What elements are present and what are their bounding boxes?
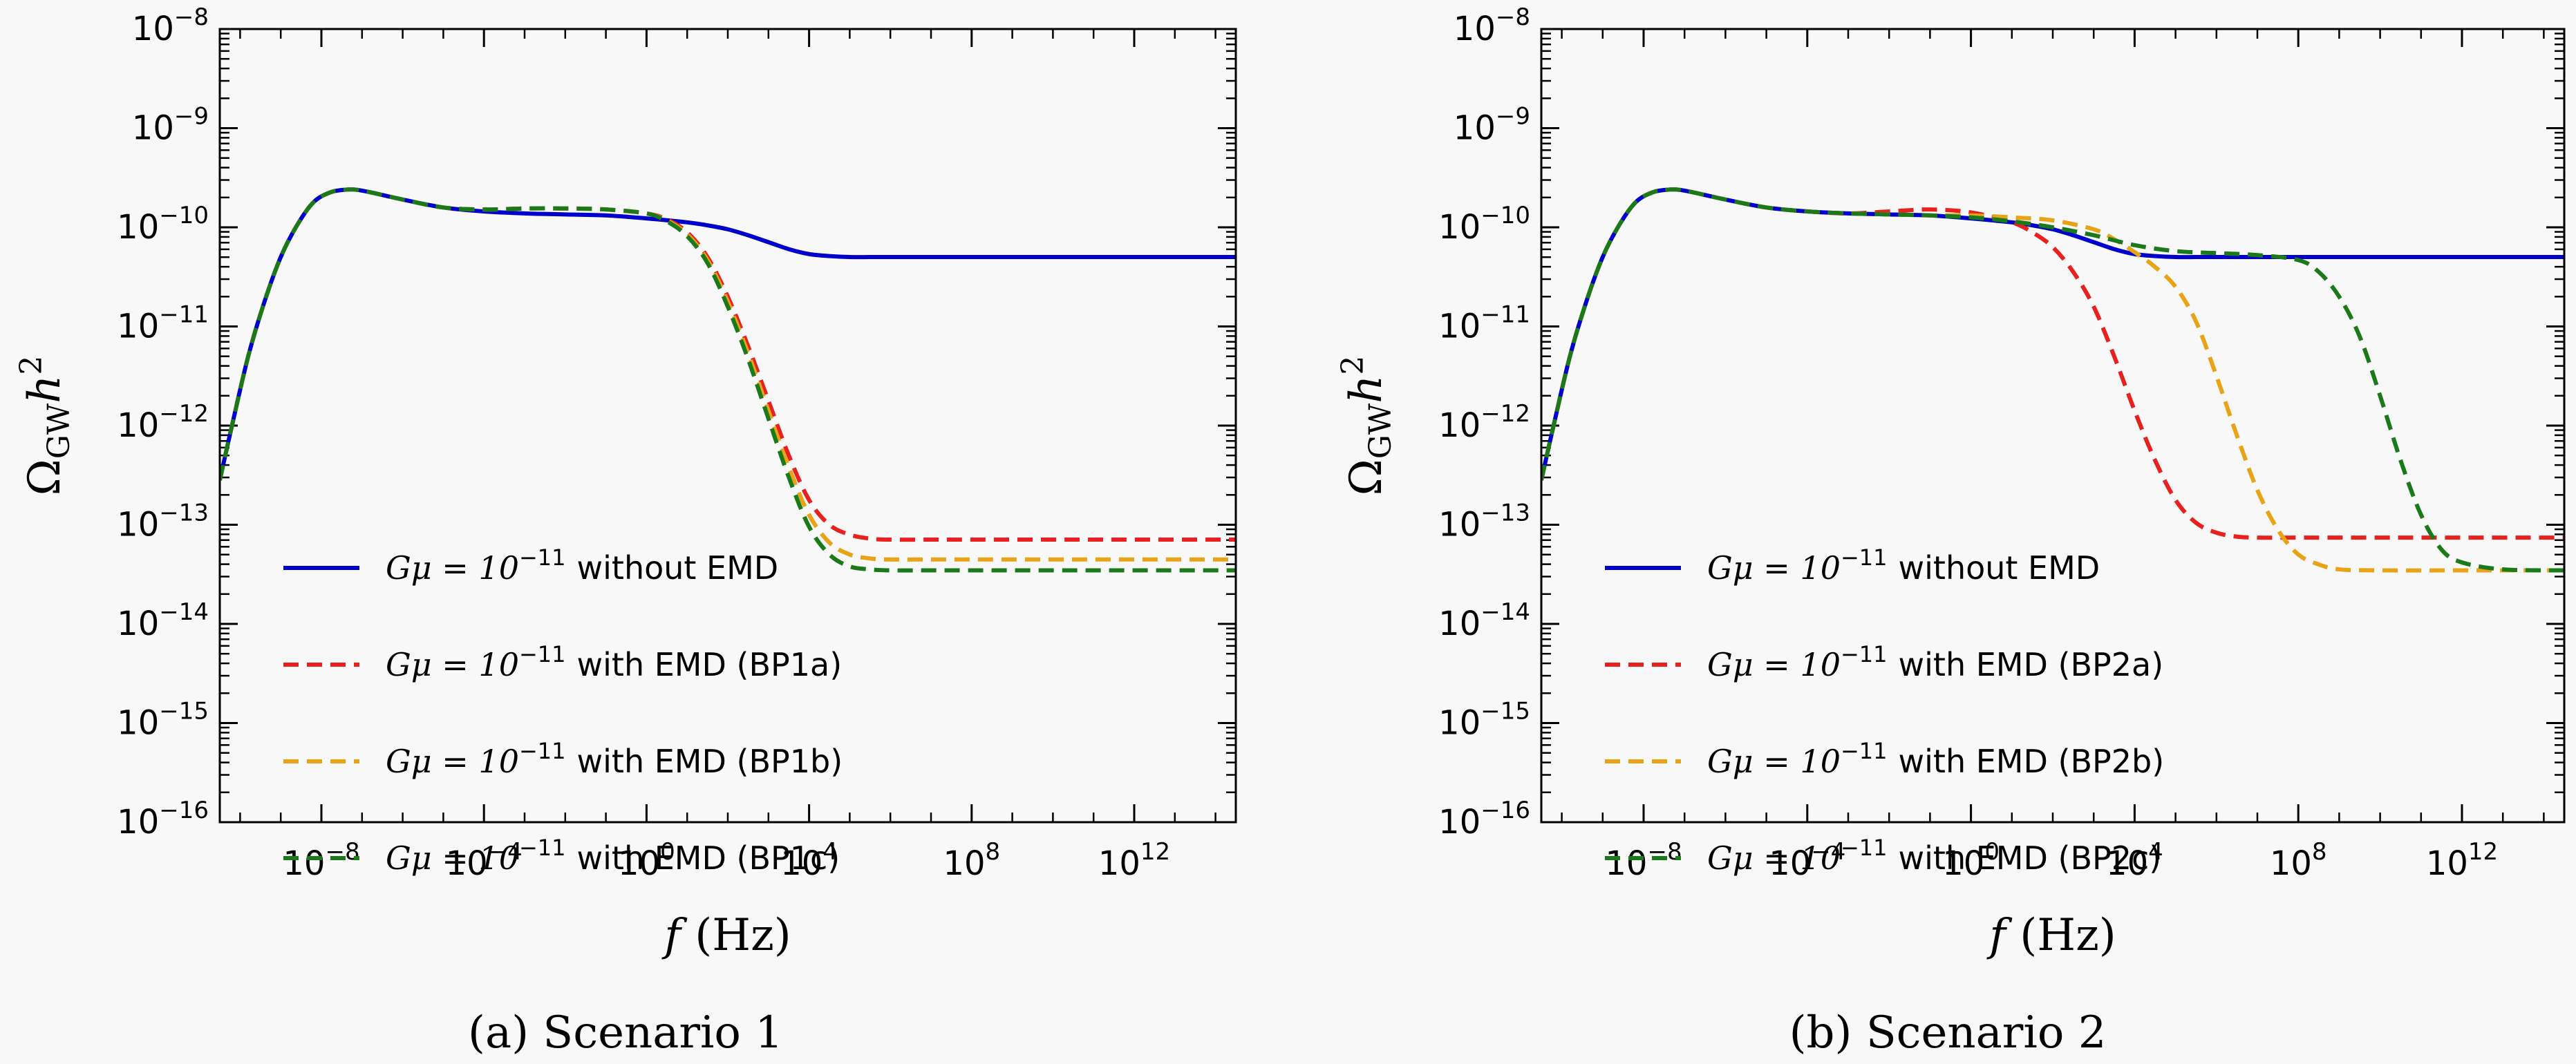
x-tick-label: 100 <box>618 838 675 883</box>
y-tick-label: 10−9 <box>132 103 209 148</box>
y-tick-label: 10−10 <box>117 202 209 247</box>
x-tick-label: 10−8 <box>283 838 359 883</box>
y-axis-label: ΩGWh2 <box>14 356 77 496</box>
y-tick-label: 10−13 <box>117 500 209 544</box>
x-tick-label: 104 <box>2106 838 2163 883</box>
panel-caption: (a) Scenario 1 <box>468 1007 783 1058</box>
x-axis-label: f (Hz) <box>661 910 791 961</box>
x-tick-label: 108 <box>2270 838 2327 883</box>
x-tick-label: 100 <box>1942 838 2000 883</box>
x-tick-label: 104 <box>780 838 838 883</box>
x-axis-label: f (Hz) <box>1986 910 2116 961</box>
y-tick-label: 10−14 <box>117 598 209 643</box>
legend-entry: Gμ = 10−11 with EMD (BP1a) <box>386 641 842 683</box>
y-tick-label: 10−13 <box>1438 500 1530 544</box>
panel-scenario-1: 10−8 10−4 100 104 108 1012 10−8 10−9 10−10 10−11 1… <box>14 3 1237 1058</box>
legend-entry: Gμ = 10−11 without EMD <box>386 544 778 587</box>
minor-ticks <box>220 29 1236 822</box>
axes-frame <box>1540 28 2566 824</box>
legend-entry: Gμ = 10−11 with EMD (BP2a) <box>1707 641 2163 683</box>
y-tick-label: 10−8 <box>1454 3 1530 48</box>
x-tick-label: 1012 <box>2426 838 2498 883</box>
series-line-4 <box>1541 187 2564 573</box>
y-tick-label: 10−8 <box>132 3 209 48</box>
plot-area <box>1541 29 2564 822</box>
y-tick-label: 10−12 <box>117 400 209 445</box>
series-line-4 <box>220 187 1236 573</box>
y-axis-label: ΩGWh2 <box>1335 356 1398 496</box>
series-lines <box>1541 187 2564 573</box>
y-tick-label: 10−15 <box>1438 698 1530 743</box>
plot-area <box>220 29 1236 822</box>
minor-ticks <box>1541 29 2564 822</box>
series-lines <box>220 187 1236 573</box>
x-tick-label: 1012 <box>1098 838 1170 883</box>
panel-caption: (b) Scenario 2 <box>1789 1007 2107 1058</box>
y-tick-label: 10−14 <box>1438 598 1530 643</box>
x-tick-label: 108 <box>943 838 1000 883</box>
x-tick-label: 10−4 <box>1769 838 1845 883</box>
y-tick-label: 10−15 <box>117 698 209 743</box>
y-tick-label: 10−11 <box>1438 301 1530 346</box>
legend: Gμ = 10−11 without EMD Gμ = 10−11 with EMD … <box>283 544 843 877</box>
y-tick-label: 10−10 <box>1438 202 1530 247</box>
x-tick-label: 10−8 <box>1605 838 1682 883</box>
legend-entry: Gμ = 10−11 with EMD (BP1c) <box>386 835 840 877</box>
legend: Gμ = 10−11 without EMD Gμ = 10−11 with EMD … <box>1605 544 2164 877</box>
legend-entry: Gμ = 10−11 with EMD (BP2b) <box>1707 738 2164 780</box>
y-tick-label: 10−12 <box>1438 400 1530 445</box>
x-tick-label: 10−4 <box>446 838 523 883</box>
y-tick-label: 10−11 <box>117 301 209 346</box>
axes-frame <box>218 28 1237 824</box>
legend-entry: Gμ = 10−11 with EMD (BP2c) <box>1707 835 2161 877</box>
y-tick-label: 10−16 <box>117 797 209 842</box>
legend-entry: Gμ = 10−11 with EMD (BP1b) <box>386 738 843 780</box>
series-line-3 <box>1541 187 2564 573</box>
panel-scenario-2: 10−8 10−4 100 104 108 1012 10−8 10−9 10−10 10−11 1… <box>1335 3 2566 1058</box>
y-tick-label: 10−9 <box>1454 103 1530 148</box>
legend-entry: Gμ = 10−11 without EMD <box>1707 544 2100 587</box>
y-tick-label: 10−16 <box>1438 797 1530 842</box>
